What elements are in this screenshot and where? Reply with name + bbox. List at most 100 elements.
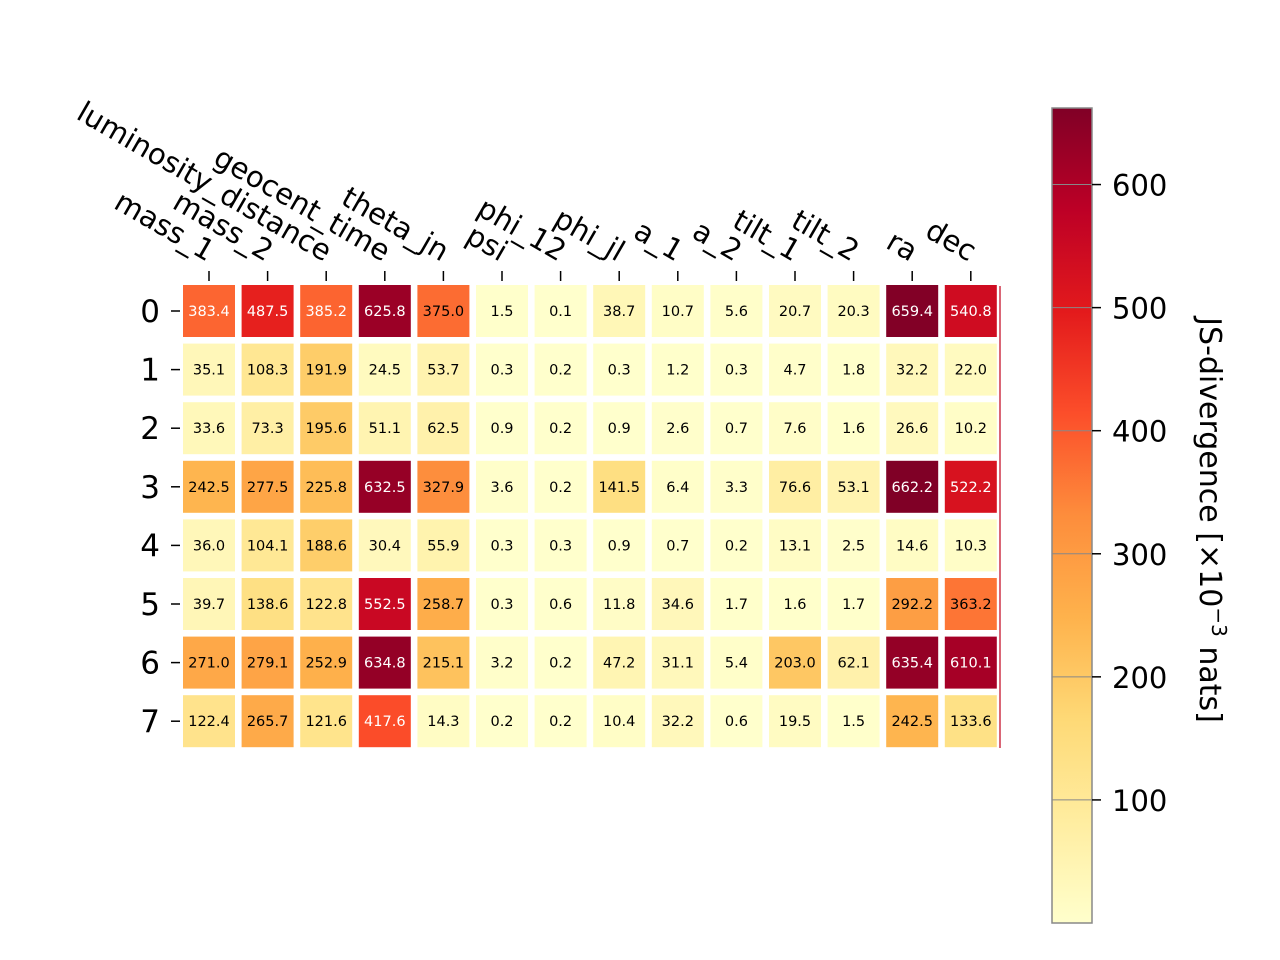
- cell-value-label: 292.2: [891, 597, 933, 613]
- heatmap-cell: [944, 285, 997, 337]
- cell-value-label: 252.9: [305, 656, 347, 672]
- cell-value-label: 76.6: [779, 480, 811, 496]
- heatmap-cell: [241, 285, 294, 337]
- heatmap-cell: [534, 695, 587, 748]
- heatmap-cell: [300, 578, 353, 630]
- heatmap-cell: [944, 460, 997, 513]
- cell-value-label: 6.4: [666, 480, 689, 496]
- x-tick-label: tilt_2: [786, 203, 865, 268]
- colorbar-tick-label: 600: [1112, 169, 1167, 203]
- cell-value-label: 10.7: [662, 304, 694, 320]
- cell-value-label: 36.0: [193, 538, 225, 554]
- colorbar-gradient: [1051, 107, 1093, 924]
- cell-value-label: 2.5: [842, 538, 865, 554]
- heatmap-cell: [710, 460, 763, 513]
- cell-value-label: 188.6: [305, 538, 347, 554]
- cell-value-label: 385.2: [305, 304, 347, 320]
- heatmap-cell: [300, 695, 353, 748]
- cell-value-label: 1.7: [842, 597, 865, 613]
- cell-value-label: 3.2: [490, 656, 513, 672]
- cell-value-label: 22.0: [955, 363, 987, 379]
- heatmap-cell: [183, 636, 235, 689]
- cell-value-label: 34.6: [662, 597, 694, 613]
- cell-value-label: 271.0: [188, 656, 230, 672]
- heatmap-cell: [534, 285, 587, 337]
- heatmap-cell: [183, 460, 235, 513]
- cell-value-label: 327.9: [423, 480, 465, 496]
- heatmap-cell: [534, 402, 587, 455]
- cell-value-label: 522.2: [950, 480, 992, 496]
- cell-value-label: 1.5: [842, 714, 865, 730]
- cell-value-label: 552.5: [364, 597, 406, 613]
- heatmap-cell: [827, 695, 880, 748]
- cell-value-label: 5.6: [725, 304, 748, 320]
- cell-value-label: 1.2: [666, 363, 689, 379]
- x-axis-labels: mass_1mass_2luminosity_distancegeocent_t…: [71, 95, 982, 281]
- colorbar: 100 200 300 400 500 600 JS-divergence [×10−3 …: [1051, 107, 1231, 924]
- cell-value-label: 10.4: [603, 714, 635, 730]
- cell-value-label: 13.1: [779, 538, 811, 554]
- cell-value-label: 121.6: [305, 714, 347, 730]
- cell-value-label: 0.2: [549, 714, 572, 730]
- heatmap-cell: [886, 519, 939, 572]
- heatmap-cell: [183, 402, 235, 455]
- heatmap-cell: [710, 695, 763, 748]
- cell-value-label: 0.2: [549, 480, 572, 496]
- cell-value-label: 634.8: [364, 656, 406, 672]
- heatmap-cell: [769, 636, 821, 689]
- heatmap-cell: [710, 343, 763, 396]
- heatmap-cell: [593, 636, 646, 689]
- y-tick-label: 6: [140, 646, 160, 682]
- cell-value-label: 2.6: [666, 421, 689, 437]
- cell-value-label: 0.2: [549, 421, 572, 437]
- cell-value-label: 3.6: [490, 480, 513, 496]
- cell-value-label: 20.3: [837, 304, 869, 320]
- cell-value-label: 203.0: [774, 656, 816, 672]
- heatmap-cell: [417, 343, 470, 396]
- heatmap-cell: [183, 578, 235, 630]
- cell-value-label: 133.6: [950, 714, 992, 730]
- cell-value-label: 33.6: [193, 421, 225, 437]
- heatmap-cell: [944, 578, 997, 630]
- cell-value-label: 47.2: [603, 656, 635, 672]
- heatmap-cell: [944, 343, 997, 396]
- heatmap-cell: [710, 402, 763, 455]
- heatmap-cell: [476, 460, 528, 513]
- cell-value-label: 0.1: [549, 304, 572, 320]
- heatmap-cell: [944, 402, 997, 455]
- cell-value-label: 625.8: [364, 304, 406, 320]
- heatmap-cell: [358, 519, 411, 572]
- heatmap-cell: [769, 343, 821, 396]
- heatmap-cell: [358, 578, 411, 630]
- cell-value-label: 19.5: [779, 714, 811, 730]
- heatmap-cell: [241, 695, 294, 748]
- heatmap-cell: [944, 636, 997, 689]
- cell-value-label: 487.5: [247, 304, 289, 320]
- cell-value-label: 632.5: [364, 480, 406, 496]
- heatmap-cell: [710, 285, 763, 337]
- cell-value-label: 62.5: [427, 421, 459, 437]
- cell-value-label: 5.4: [725, 656, 748, 672]
- heatmap-cell: [358, 343, 411, 396]
- x-tick-label: a_1: [628, 213, 689, 268]
- heatmap-cell: [358, 402, 411, 455]
- cell-value-label: 0.3: [490, 597, 513, 613]
- cell-value-label: 32.2: [662, 714, 694, 730]
- cell-value-label: 0.2: [490, 714, 513, 730]
- heatmap-cell: [241, 519, 294, 572]
- heatmap-cell: [183, 285, 235, 337]
- cell-value-label: 0.2: [725, 538, 748, 554]
- heatmap-cell: [651, 578, 704, 630]
- cell-value-label: 659.4: [891, 304, 933, 320]
- cell-value-label: 32.2: [896, 363, 928, 379]
- cell-value-label: 26.6: [896, 421, 928, 437]
- y-tick-label: 1: [140, 353, 160, 389]
- heatmap-cell: [827, 402, 880, 455]
- cell-value-label: 0.7: [725, 421, 748, 437]
- colorbar-ticks: 100 200 300 400 500 600: [1052, 169, 1167, 818]
- heatmap-cell: [886, 343, 939, 396]
- colorbar-tick-label: 200: [1112, 661, 1167, 695]
- heatmap-cell: [534, 578, 587, 630]
- heatmap-cell: [886, 695, 939, 748]
- cell-value-label: 20.7: [779, 304, 811, 320]
